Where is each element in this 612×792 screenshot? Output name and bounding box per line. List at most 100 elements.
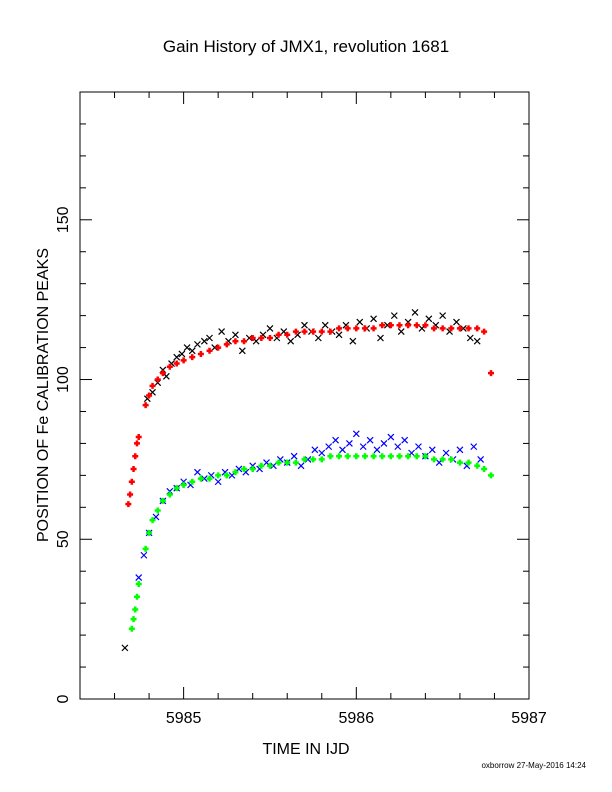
- series-0-point: [321, 321, 329, 329]
- series-1-point: [140, 551, 148, 559]
- series-2-point: [465, 325, 472, 332]
- series-0-point: [383, 321, 391, 329]
- series-0-point: [356, 318, 364, 326]
- series-0-point: [466, 334, 474, 342]
- series-3-point: [344, 453, 351, 460]
- series-3-point: [180, 481, 187, 488]
- series-3-point: [387, 453, 394, 460]
- series-2-point: [159, 370, 166, 377]
- series-0-point: [194, 340, 201, 348]
- x-tick-label: 5986: [339, 710, 375, 727]
- series-2-point: [215, 344, 222, 351]
- series-0-point: [314, 334, 322, 342]
- series-0-point: [459, 324, 467, 332]
- series-0-point: [206, 334, 213, 342]
- series-1-point: [325, 443, 333, 451]
- series-2-point: [197, 350, 204, 357]
- series-1-point: [366, 436, 374, 444]
- series-1-point: [332, 436, 340, 444]
- series-0-point: [377, 334, 384, 342]
- series-0-point: [301, 321, 308, 329]
- series-3-point: [154, 507, 161, 514]
- series-2-point: [275, 331, 282, 338]
- series-2-point: [353, 325, 360, 332]
- series-1-point: [401, 436, 409, 444]
- series-2-point: [266, 334, 273, 341]
- series-3-point: [361, 453, 368, 460]
- series-0-point: [425, 315, 433, 323]
- series-3-point: [128, 625, 135, 632]
- series-1-point: [394, 443, 402, 451]
- series-2-point: [258, 334, 265, 341]
- series-2-point: [448, 325, 455, 332]
- series-1-point: [297, 462, 305, 470]
- series-3-point: [130, 616, 137, 623]
- series-3-point: [133, 593, 140, 600]
- series-3-point: [413, 453, 420, 460]
- series-3-point: [456, 459, 463, 466]
- series-1-point: [456, 446, 464, 454]
- series-3-point: [353, 453, 360, 460]
- series-3-point: [197, 475, 204, 482]
- series-3-point: [146, 529, 153, 536]
- series-1-point: [345, 439, 353, 447]
- series-3-point: [249, 465, 256, 472]
- series-0-point: [335, 331, 343, 339]
- y-axis-label: POSITION OF Fe CALIBRATION PEAKS: [35, 248, 52, 542]
- series-2-point: [396, 322, 403, 329]
- series-2-point: [132, 453, 139, 460]
- series-3-point: [132, 606, 139, 613]
- series-2-point: [488, 370, 495, 377]
- series-1-point: [359, 443, 367, 451]
- series-0-point: [231, 331, 239, 339]
- series-2-point: [344, 325, 351, 332]
- series-3-point: [284, 459, 291, 466]
- series-3-point: [488, 472, 495, 479]
- series-3-point: [215, 472, 222, 479]
- series-0-point: [473, 337, 481, 345]
- series-0-point: [218, 328, 226, 336]
- series-2-point: [301, 328, 308, 335]
- series-2-point: [135, 434, 142, 441]
- series-3-point: [166, 491, 173, 498]
- series-2-point: [336, 325, 343, 332]
- series-1-point: [200, 475, 208, 482]
- chart-title: Gain History of JMX1, revolution 1681: [163, 37, 449, 56]
- series-2-point: [146, 392, 153, 399]
- series-3-point: [142, 545, 149, 552]
- series-2-point: [128, 478, 135, 485]
- x-tick-label: 5987: [511, 710, 547, 727]
- series-2-point: [379, 322, 386, 329]
- series-2-point: [481, 328, 488, 335]
- series-3-point: [465, 459, 472, 466]
- series-2-point: [149, 382, 156, 389]
- series-0-point: [245, 334, 253, 342]
- series-1-point: [387, 433, 395, 441]
- series-2-point: [456, 325, 463, 332]
- series-3-point: [266, 462, 273, 469]
- series-3-point: [223, 472, 230, 479]
- series-0-point: [183, 344, 191, 352]
- series-1-point: [428, 446, 436, 454]
- series-1-point: [373, 446, 381, 454]
- series-2-point: [422, 322, 429, 329]
- series-0-point: [411, 309, 419, 316]
- series-3-point: [422, 453, 429, 460]
- series-0-point: [370, 315, 378, 323]
- series-1-point: [214, 478, 222, 486]
- series-3-point: [396, 453, 403, 460]
- series-0-point: [390, 312, 398, 320]
- series-2-point: [206, 347, 213, 354]
- series-2-point: [284, 331, 291, 338]
- series-1-point: [304, 455, 312, 463]
- series-3-point: [301, 456, 308, 463]
- series-2-point: [223, 341, 230, 348]
- series-1-point: [470, 443, 478, 451]
- series-2-point: [387, 322, 394, 329]
- series-2-point: [154, 376, 161, 383]
- series-2-point: [361, 325, 368, 332]
- series-2-point: [474, 325, 481, 332]
- series-2-point: [189, 354, 196, 361]
- series-2-point: [232, 338, 239, 345]
- series-2-point: [241, 338, 248, 345]
